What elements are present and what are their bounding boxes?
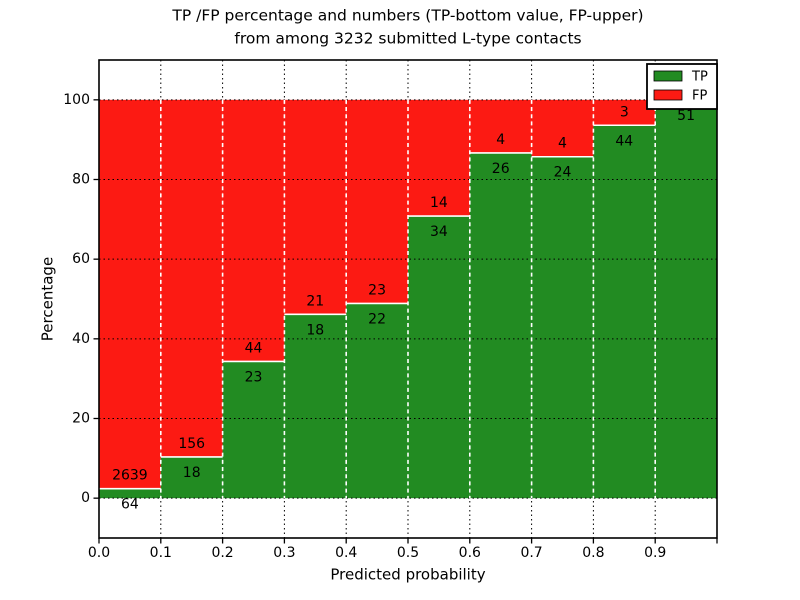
fp-bar-segment [222,99,285,362]
legend: TP FP [646,63,718,110]
fp-bar-segment [593,99,656,126]
legend-label-tp: TP [691,70,708,85]
fp-count-label: 44 [245,340,263,356]
y-tick-label: 40 [72,331,90,347]
tp-count-label: 23 [245,369,263,385]
tp-count-label: 22 [368,311,386,327]
fp-bar-segment [469,99,532,153]
fp-count-label: 3 [620,104,629,120]
tp-count-label: 24 [554,165,572,181]
fp-count-label: 156 [178,436,205,452]
legend-label-fp: FP [692,89,707,104]
plot-border [98,59,718,539]
fp-bar-segment [284,99,347,315]
tp-count-label: 44 [615,133,633,149]
tp-bar-segment [531,156,594,499]
fp-count-label: 14 [430,195,448,211]
tp-bar-segment [284,314,347,499]
fp-bar-segment [408,99,470,217]
bar-segments [99,99,717,499]
axis-ticks [93,99,718,544]
x-axis-label: Predicted probability [330,566,485,584]
y-tick-label: 20 [72,411,90,427]
bar-edge-lines [99,99,657,499]
tp-bar-segment [160,456,223,499]
fp-count-label: 23 [368,282,386,298]
chart-title-line1: TP /FP percentage and numbers (TP-bottom… [171,7,643,25]
x-tick-label: 0.0 [88,545,110,561]
tp-count-label: 18 [183,465,201,481]
y-tick-label: 100 [63,92,90,108]
fp-bar-segment [346,99,408,304]
tp-count-label: 51 [677,108,695,124]
axis-tick-labels: 0.0 0.1 0.2 0.3 0.4 0.5 0.6 0.7 0.8 0.9 0 20 40 60 80 1… [63,92,666,561]
x-tick-label: 0.4 [335,545,357,561]
legend-swatch-tp [653,70,683,82]
y-tick-label: 0 [81,490,90,506]
fp-bar-segment [99,99,161,489]
tp-count-label: 64 [121,497,139,513]
x-tick-label: 0.6 [459,545,481,561]
tp-bar-segment [408,216,470,499]
y-tick-label: 80 [72,172,90,188]
fp-bar-segment [160,99,223,457]
y-axis-label: Percentage [39,257,57,341]
fp-count-label: 21 [306,293,324,309]
fp-count-label: 4 [496,132,505,148]
tp-bar-segment [655,99,717,499]
x-tick-label: 0.2 [211,545,233,561]
legend-swatch-fp [653,89,683,101]
tp-count-label: 18 [306,322,324,338]
tp-bar-segment [346,303,408,499]
tp-count-label: 34 [430,224,448,240]
fp-count-label: 4 [558,136,567,152]
x-tick-label: 0.5 [397,545,419,561]
x-tick-label: 0.8 [582,545,604,561]
tp-bar-segment [222,361,285,499]
chart-title-line2: from among 3232 submitted L-type contact… [234,30,581,48]
x-tick-label: 0.1 [150,545,172,561]
tp-count-label: 26 [492,161,510,177]
x-tick-label: 0.3 [273,545,295,561]
x-tick-label: 0.9 [644,545,666,561]
tp-bar-segment [593,125,656,499]
y-tick-label: 60 [72,251,90,267]
fp-bar-segment [531,99,594,157]
tp-bar-segment [99,488,161,499]
fp-count-label: 2639 [112,468,148,484]
x-tick-label: 0.7 [520,545,542,561]
tp-bar-segment [469,152,532,499]
